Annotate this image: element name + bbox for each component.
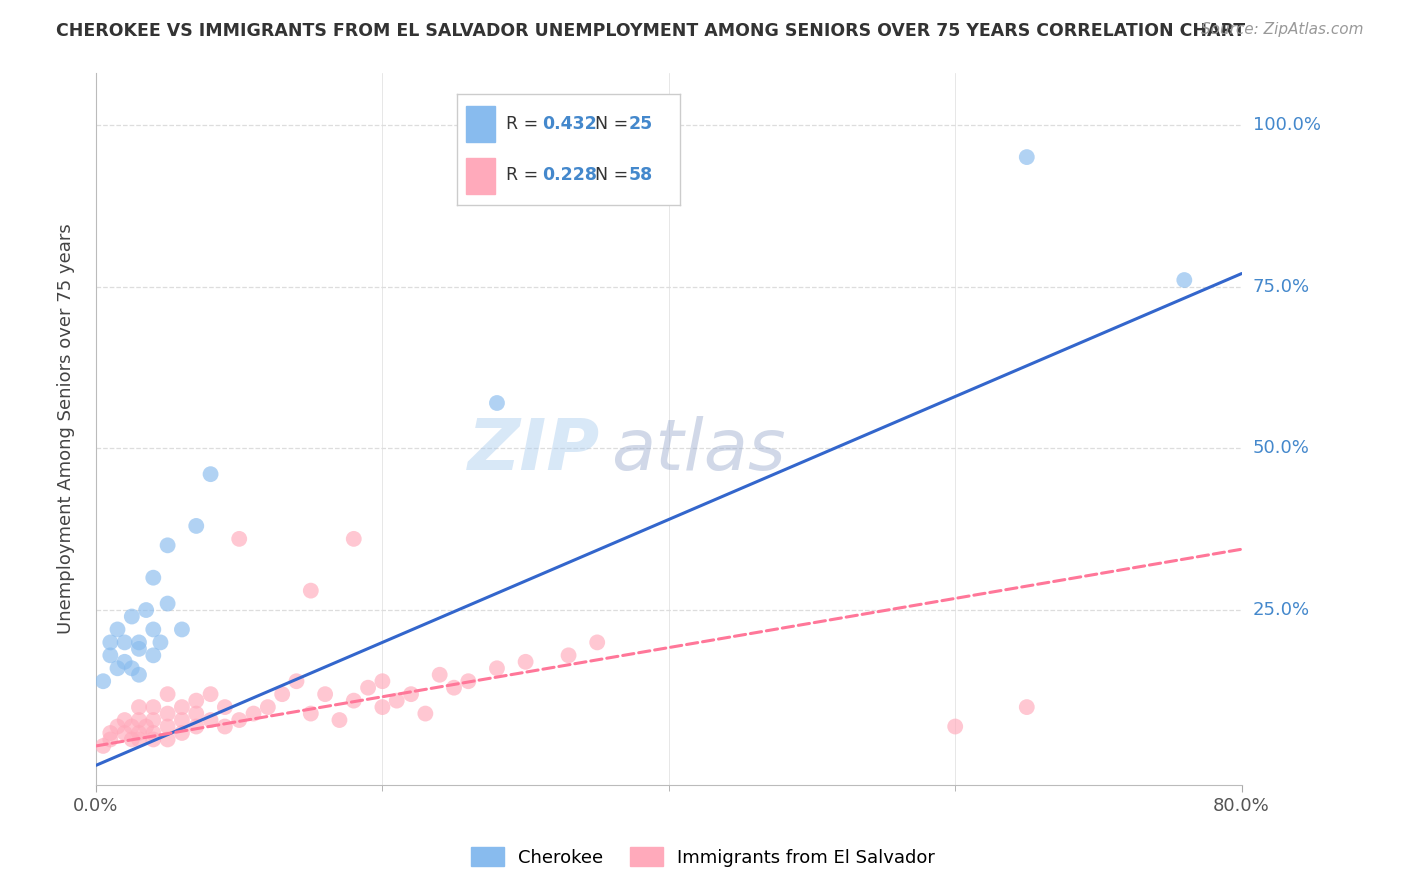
- Point: [98, 635, 121, 649]
- Point: [135, 603, 157, 617]
- Point: [156, 597, 179, 611]
- Point: [214, 700, 236, 714]
- Point: [1173, 273, 1195, 287]
- Point: [91, 739, 114, 753]
- Point: [156, 719, 179, 733]
- Point: [186, 693, 208, 707]
- Point: [170, 623, 193, 637]
- Point: [98, 648, 121, 663]
- Point: [149, 635, 172, 649]
- Point: [98, 732, 121, 747]
- Point: [343, 693, 366, 707]
- Point: [107, 661, 129, 675]
- Point: [186, 519, 208, 533]
- Point: [228, 713, 250, 727]
- Point: [98, 726, 121, 740]
- Point: [128, 635, 150, 649]
- Point: [357, 681, 380, 695]
- Point: [1015, 700, 1038, 714]
- Point: [114, 635, 136, 649]
- Point: [557, 648, 579, 663]
- Text: 50.0%: 50.0%: [1253, 439, 1309, 458]
- Point: [186, 719, 208, 733]
- Point: [91, 674, 114, 689]
- Point: [1015, 150, 1038, 164]
- Point: [515, 655, 537, 669]
- Point: [429, 667, 451, 681]
- Point: [135, 719, 157, 733]
- Point: [170, 726, 193, 740]
- Point: [114, 726, 136, 740]
- Point: [114, 713, 136, 727]
- Point: [314, 687, 336, 701]
- Point: [371, 674, 394, 689]
- Point: [443, 681, 465, 695]
- Y-axis label: Unemployment Among Seniors over 75 years: Unemployment Among Seniors over 75 years: [58, 224, 75, 634]
- Point: [142, 713, 165, 727]
- Point: [200, 713, 222, 727]
- Point: [142, 571, 165, 585]
- Point: [399, 687, 422, 701]
- Text: ZIP: ZIP: [468, 416, 600, 484]
- Point: [142, 648, 165, 663]
- Point: [170, 713, 193, 727]
- Point: [343, 532, 366, 546]
- Point: [128, 732, 150, 747]
- Point: [228, 532, 250, 546]
- Point: [328, 713, 350, 727]
- Point: [121, 719, 143, 733]
- Point: [943, 719, 966, 733]
- Point: [121, 732, 143, 747]
- Point: [485, 661, 508, 675]
- Text: Source: ZipAtlas.com: Source: ZipAtlas.com: [1201, 22, 1364, 37]
- Point: [285, 674, 308, 689]
- Point: [214, 719, 236, 733]
- Point: [121, 609, 143, 624]
- Point: [128, 641, 150, 656]
- Legend: Cherokee, Immigrants from El Salvador: Cherokee, Immigrants from El Salvador: [464, 840, 942, 874]
- Point: [156, 706, 179, 721]
- Point: [114, 655, 136, 669]
- Text: CHEROKEE VS IMMIGRANTS FROM EL SALVADOR UNEMPLOYMENT AMONG SENIORS OVER 75 YEARS: CHEROKEE VS IMMIGRANTS FROM EL SALVADOR …: [56, 22, 1246, 40]
- Point: [142, 726, 165, 740]
- Point: [385, 693, 408, 707]
- Point: [457, 674, 479, 689]
- Point: [128, 700, 150, 714]
- Point: [186, 706, 208, 721]
- Point: [371, 700, 394, 714]
- Point: [415, 706, 437, 721]
- Point: [156, 687, 179, 701]
- Point: [170, 700, 193, 714]
- Point: [142, 700, 165, 714]
- Point: [200, 467, 222, 482]
- Point: [156, 538, 179, 552]
- Text: 100.0%: 100.0%: [1253, 116, 1320, 134]
- Point: [299, 706, 322, 721]
- Point: [586, 635, 609, 649]
- Point: [128, 713, 150, 727]
- Point: [107, 719, 129, 733]
- Point: [156, 732, 179, 747]
- Point: [142, 732, 165, 747]
- Point: [107, 623, 129, 637]
- Point: [200, 687, 222, 701]
- Point: [121, 661, 143, 675]
- Point: [257, 700, 280, 714]
- Point: [142, 623, 165, 637]
- Text: 75.0%: 75.0%: [1253, 277, 1310, 295]
- Text: atlas: atlas: [612, 416, 786, 484]
- Point: [299, 583, 322, 598]
- Text: 25.0%: 25.0%: [1253, 601, 1310, 619]
- Point: [128, 726, 150, 740]
- Point: [271, 687, 294, 701]
- Point: [128, 667, 150, 681]
- Point: [242, 706, 264, 721]
- Point: [485, 396, 508, 410]
